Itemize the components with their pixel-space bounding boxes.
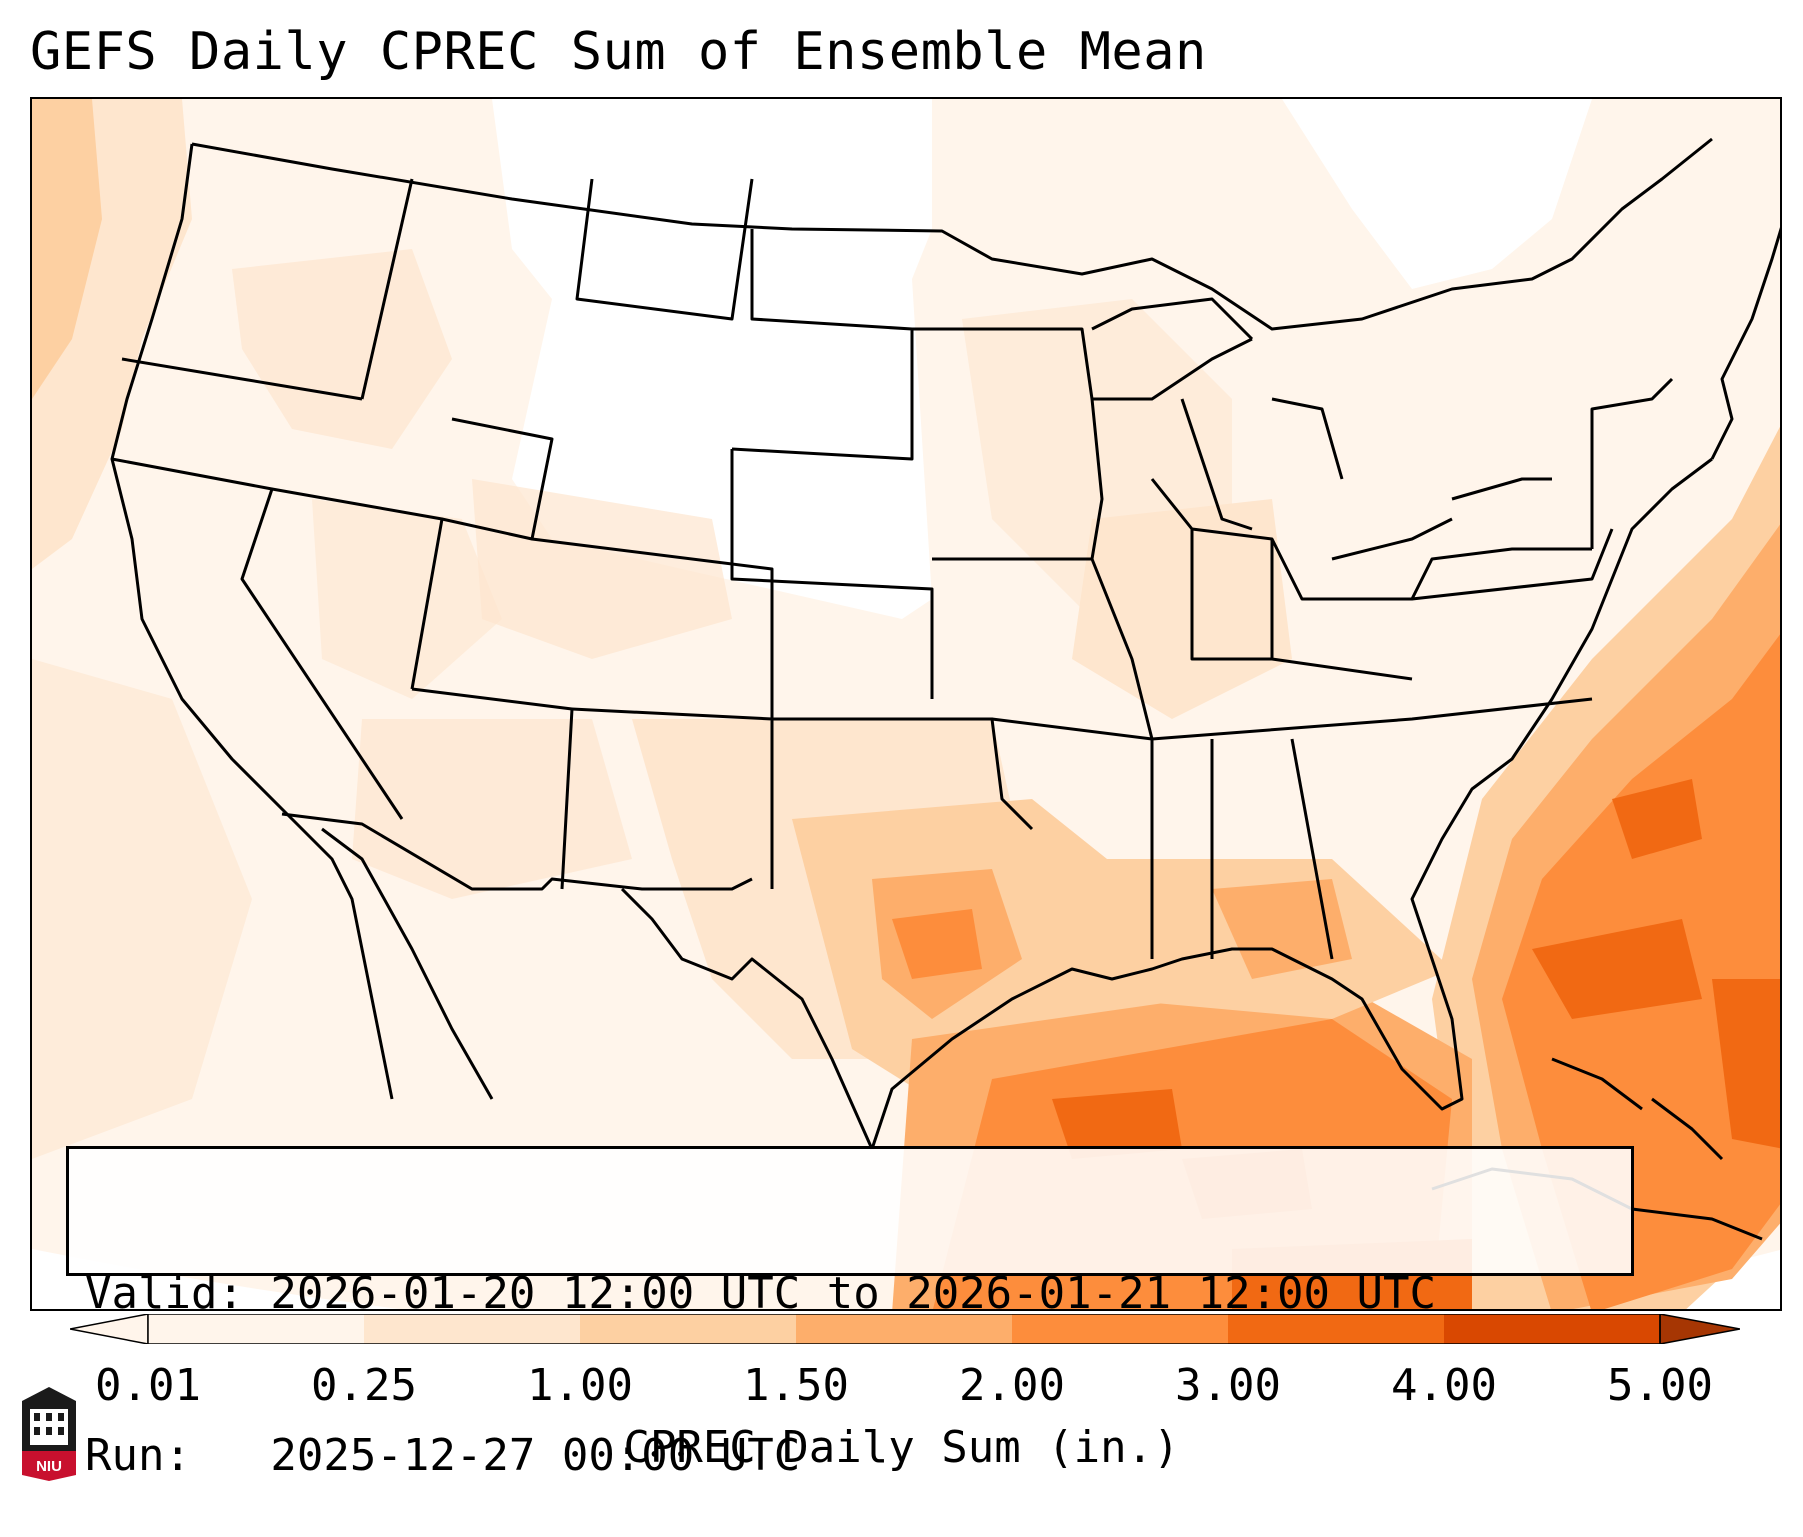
precip-atlantic-max-2: [1532, 919, 1702, 1019]
new-england: [1590, 377, 1674, 549]
logo-text: NIU: [36, 1458, 62, 1475]
precip-southwest: [352, 719, 632, 899]
idaho-west: [360, 178, 414, 400]
bahamas-1: [1551, 1057, 1643, 1111]
precip-ohio-valley: [1072, 499, 1292, 719]
colorbar-tick-label: 2.00: [959, 1360, 1065, 1411]
colorbar-extend-high: [1659, 1314, 1740, 1344]
colorbar-bin-4: [796, 1314, 1012, 1344]
map-panel: [30, 97, 1782, 1311]
boundaries: [110, 137, 1780, 1241]
idaho-wyoming: [441, 417, 554, 541]
missouri: [932, 557, 1154, 740]
precip-pacific-core: [32, 99, 102, 399]
ohio-kentucky: [1270, 539, 1413, 681]
niu-logo-icon: NIU: [22, 1387, 76, 1481]
precip-texas-max: [892, 909, 982, 979]
lake-michigan: [1180, 398, 1253, 531]
colorbar-extend-low: [70, 1314, 149, 1344]
oklahoma: [772, 717, 1034, 831]
colorbar-tick-label: 0.25: [311, 1360, 417, 1411]
precip-pacific-south: [32, 659, 252, 1159]
northeast-coastline: [1710, 227, 1780, 460]
colorbar-bin-7: [1444, 1314, 1660, 1344]
precip-southeast-core: [1212, 879, 1352, 979]
lake-superior: [1091, 297, 1254, 341]
baja-coastline: [321, 827, 494, 1100]
colorado: [531, 537, 774, 719]
alabama-georgia: [1290, 738, 1334, 960]
gulf-atlantic-coastline: [870, 457, 1713, 1150]
colorbar-tick-label: 0.01: [95, 1360, 201, 1411]
montana-nd: [575, 178, 754, 321]
precip-west-1: [232, 249, 452, 449]
precip-atlantic-max-3: [1712, 979, 1780, 1149]
precip-west-2: [312, 499, 502, 699]
pacific-coastline: [110, 143, 394, 1100]
projection-edge-left: [32, 1249, 400, 1309]
colorbar-bin-2: [364, 1314, 580, 1344]
illinois-indiana: [1190, 529, 1272, 661]
us-mexico-border-west: [281, 812, 753, 891]
tennessee-nc: [1151, 697, 1593, 741]
map-title: GEFS Daily CPREC Sum of Ensemble Mean: [30, 22, 1207, 82]
projection-edge-right: [1506, 1250, 1780, 1309]
colorbar-tick-label: 5.00: [1607, 1360, 1713, 1411]
colorbar-tick-label: 1.00: [527, 1360, 633, 1411]
dry-region-ontario: [1282, 99, 1592, 289]
us-canada-border: [191, 137, 1713, 331]
valid-run-info-box: Valid: 2026-01-20 12:00 UTC to 2026-01-2…: [66, 1146, 1634, 1481]
colorbar: [70, 1314, 1740, 1344]
colorbar-label: CPREC Daily Sum (in.): [623, 1422, 1180, 1473]
wisconsin-michigan: [1092, 337, 1253, 401]
valid-time-text: Valid: 2026-01-20 12:00 UTC to 2026-01-2…: [85, 1268, 1437, 1319]
lake-huron: [1271, 397, 1344, 480]
colorbar-bin-6: [1228, 1314, 1444, 1344]
lake-ontario: [1451, 477, 1552, 501]
lake-erie: [1331, 517, 1453, 561]
precip-map: [32, 99, 1780, 1309]
pa-ny: [1411, 528, 1614, 601]
ohio-pa: [1150, 478, 1592, 601]
bahamas-2: [1651, 1097, 1724, 1161]
colorbar-bin-1: [148, 1314, 364, 1344]
ca-nv-border: [111, 457, 404, 820]
colorbar-tick-label: 1.50: [743, 1360, 849, 1411]
colorbar-tick-label: 3.00: [1175, 1360, 1281, 1411]
colorbar-bin-5: [1012, 1314, 1228, 1344]
colorbar-tick-label: 4.00: [1391, 1360, 1497, 1411]
colorbar-outline: [147, 1314, 1661, 1344]
colorbar-bin-3: [580, 1314, 796, 1344]
precip-rockies: [472, 479, 732, 659]
precip-atlantic-max-1: [1612, 779, 1702, 859]
precip-gulf-max-1: [1052, 1089, 1182, 1159]
run-time-text: Run: 2025-12-27 00:00 UTC: [85, 1430, 801, 1481]
rio-grande: [620, 887, 874, 1150]
nebraska-kansas: [730, 449, 934, 699]
or-wa-border: [121, 357, 363, 401]
